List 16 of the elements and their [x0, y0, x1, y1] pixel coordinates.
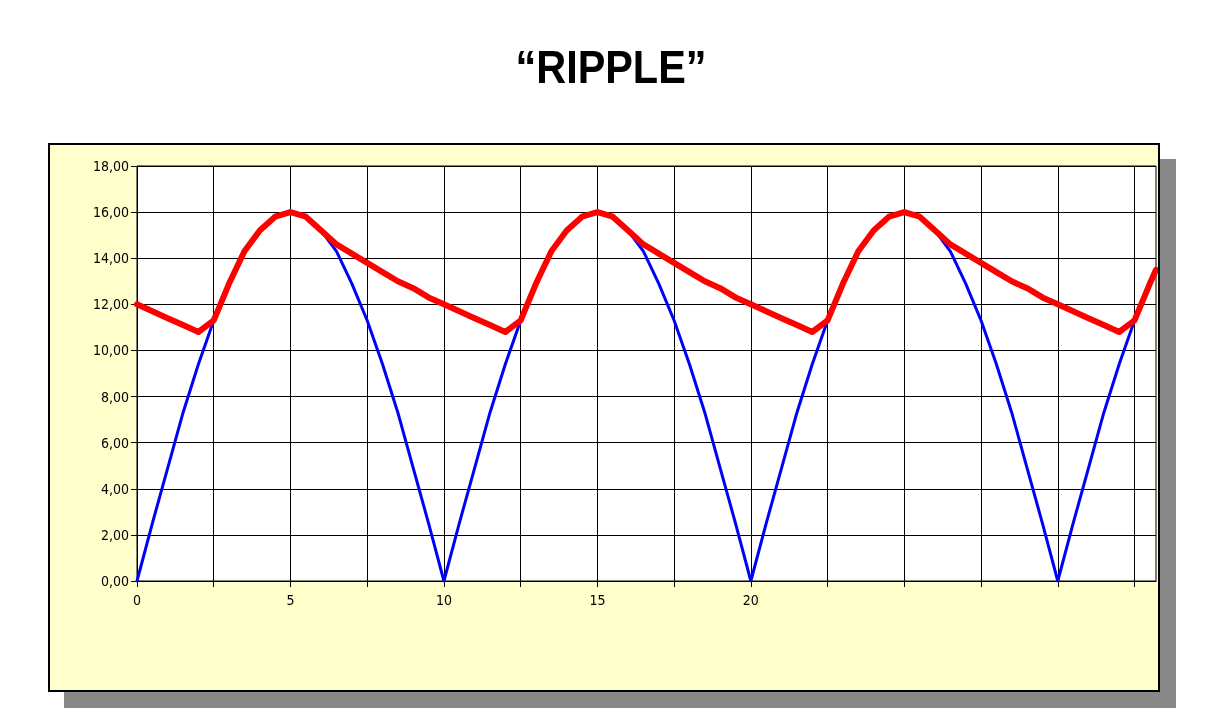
- y-tick-label: 10,00: [92, 342, 129, 359]
- x-tick-label: 15: [589, 592, 606, 608]
- y-tick-label: 6,00: [100, 434, 129, 451]
- y-tick-label: 0,00: [100, 573, 129, 589]
- y-tick-label: 2,00: [100, 526, 129, 543]
- y-tick-label: 8,00: [100, 388, 129, 405]
- chart-title: “RIPPLE”: [514, 40, 708, 94]
- y-tick-label: 14,00: [92, 250, 129, 267]
- y-tick-label: 12,00: [92, 296, 129, 313]
- x-tick-label: 10: [435, 592, 452, 608]
- x-tick-label: 20: [742, 592, 759, 608]
- y-tick-label: 4,00: [100, 480, 129, 497]
- x-tick-label: 5: [286, 592, 295, 608]
- y-tick-label: 18,00: [92, 158, 129, 174]
- x-tick-label: 0: [132, 592, 142, 608]
- y-tick-label: 16,00: [92, 204, 129, 221]
